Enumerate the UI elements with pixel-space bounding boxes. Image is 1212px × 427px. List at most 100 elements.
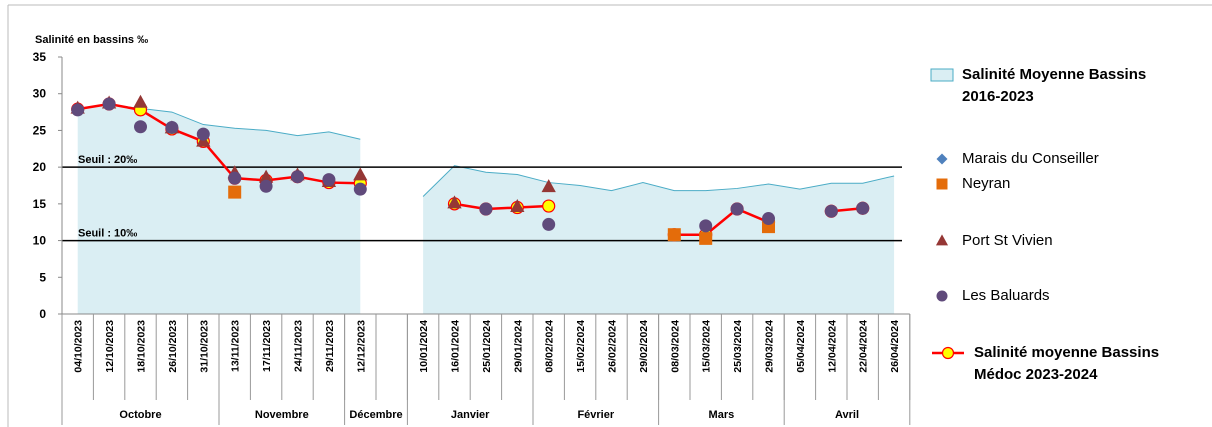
x-tick-label: 08/03/2024 xyxy=(669,320,681,373)
legend-swatch xyxy=(930,68,954,82)
point xyxy=(542,217,556,231)
x-tick-label: 29/03/2024 xyxy=(764,320,776,373)
point xyxy=(133,94,148,108)
legend-swatch xyxy=(932,346,964,360)
point xyxy=(541,179,556,193)
month-label: Février xyxy=(577,409,614,421)
point xyxy=(71,103,85,117)
y-tick-label: 0 xyxy=(39,307,46,321)
point xyxy=(196,127,210,141)
x-tick-label: 26/10/2023 xyxy=(167,320,179,373)
x-tick-label: 12/12/2023 xyxy=(355,320,367,373)
point xyxy=(667,228,681,242)
legend-swatch xyxy=(935,234,949,246)
y-tick-label: 10 xyxy=(33,234,47,248)
legend-item: Neyran xyxy=(930,173,1172,195)
legend-item: Marais du Conseiller xyxy=(930,148,1172,170)
legend-label: Marais du Conseiller xyxy=(962,150,1099,167)
month-label: Octobre xyxy=(119,409,161,421)
legend-swatch xyxy=(936,153,948,165)
legend-label: Neyran xyxy=(962,175,1011,192)
month-label: Mars xyxy=(709,409,735,421)
point xyxy=(228,185,242,199)
x-tick-label: 25/01/2024 xyxy=(481,320,493,373)
legend-area xyxy=(930,68,954,82)
legend-marker xyxy=(935,234,949,246)
x-tick-label: 15/03/2024 xyxy=(701,320,713,373)
x-tick-label: 18/10/2023 xyxy=(136,320,148,373)
x-tick-label: 26/02/2024 xyxy=(607,320,619,373)
point xyxy=(699,231,713,245)
point xyxy=(322,173,336,187)
point xyxy=(510,198,525,212)
x-tick-label: 15/02/2024 xyxy=(575,320,587,373)
point xyxy=(259,179,273,193)
x-tick-label: 24/11/2023 xyxy=(293,320,305,372)
y-tick-label: 35 xyxy=(33,50,47,64)
point xyxy=(165,120,179,134)
x-tick-label: 12/04/2024 xyxy=(826,320,838,373)
legend: Salinité Moyenne Bassins 2016-2023 Marais… xyxy=(930,0,1200,427)
legend-label: Salinité Moyenne Bassins 2016-2023 xyxy=(962,66,1147,105)
x-tick-label: 12/10/2023 xyxy=(104,320,116,373)
x-tick-label: 08/02/2024 xyxy=(544,320,556,373)
legend-swatch xyxy=(936,178,948,190)
legend-item: Salinité Moyenne Bassins 2016-2023 xyxy=(930,64,1172,108)
line-marker xyxy=(542,199,556,213)
x-tick-label: 29/11/2023 xyxy=(324,320,336,372)
month-label: Novembre xyxy=(255,409,309,421)
legend-item: Salinité moyenne Bassins Médoc 2023-2024 xyxy=(930,342,1184,386)
x-tick-label: 10/01/2024 xyxy=(418,320,430,373)
legend-swatch xyxy=(936,290,948,302)
area-fill xyxy=(77,104,361,314)
point xyxy=(228,171,242,185)
point xyxy=(856,201,870,215)
x-tick-label: 04/10/2023 xyxy=(73,320,85,373)
x-tick-label: 25/03/2024 xyxy=(732,320,744,373)
y-tick-label: 5 xyxy=(39,270,46,284)
point xyxy=(699,219,713,233)
point xyxy=(479,202,493,216)
point xyxy=(824,204,838,218)
legend-marker xyxy=(936,153,948,165)
point xyxy=(447,195,462,209)
threshold-label: Seuil : 10‰ xyxy=(78,228,137,240)
threshold-label: Seuil : 20‰ xyxy=(78,154,137,166)
legend-marker xyxy=(941,346,955,360)
legend-marker xyxy=(936,290,948,302)
x-tick-label: 29/02/2024 xyxy=(638,320,650,373)
x-tick-label: 31/10/2023 xyxy=(198,320,210,373)
x-tick-label: 16/01/2024 xyxy=(450,320,462,373)
month-label: Avril xyxy=(835,409,859,421)
legend-label: Les Baluards xyxy=(962,287,1050,304)
x-tick-label: 05/04/2024 xyxy=(795,320,807,373)
point xyxy=(353,182,367,196)
legend-label: Port St Vivien xyxy=(962,232,1053,249)
legend-item: Port St Vivien xyxy=(930,230,1172,252)
point xyxy=(258,169,274,183)
point xyxy=(102,97,116,111)
point xyxy=(762,212,775,226)
y-tick-label: 15 xyxy=(33,197,47,211)
y-tick-label: 30 xyxy=(33,87,47,101)
month-label: Décembre xyxy=(349,409,402,421)
legend-label: Salinité moyenne Bassins Médoc 2023-2024 xyxy=(974,344,1160,383)
point xyxy=(291,170,304,184)
y-tick-label: 25 xyxy=(33,123,47,137)
legend-marker xyxy=(936,178,948,190)
legend-item: Les Baluards xyxy=(930,285,1172,307)
x-tick-label: 17/11/2023 xyxy=(261,320,273,372)
point xyxy=(134,120,147,134)
x-tick-label: 22/04/2024 xyxy=(858,320,870,373)
x-tick-label: 26/04/2024 xyxy=(889,320,901,373)
y-axis-label: Salinité en bassins ‰ xyxy=(35,34,148,46)
x-tick-label: 13/11/2023 xyxy=(230,320,242,372)
y-tick-label: 20 xyxy=(33,160,47,174)
month-label: Janvier xyxy=(451,409,490,421)
point xyxy=(353,167,368,181)
point xyxy=(730,202,744,216)
x-tick-label: 29/01/2024 xyxy=(512,320,524,373)
line xyxy=(77,102,863,236)
